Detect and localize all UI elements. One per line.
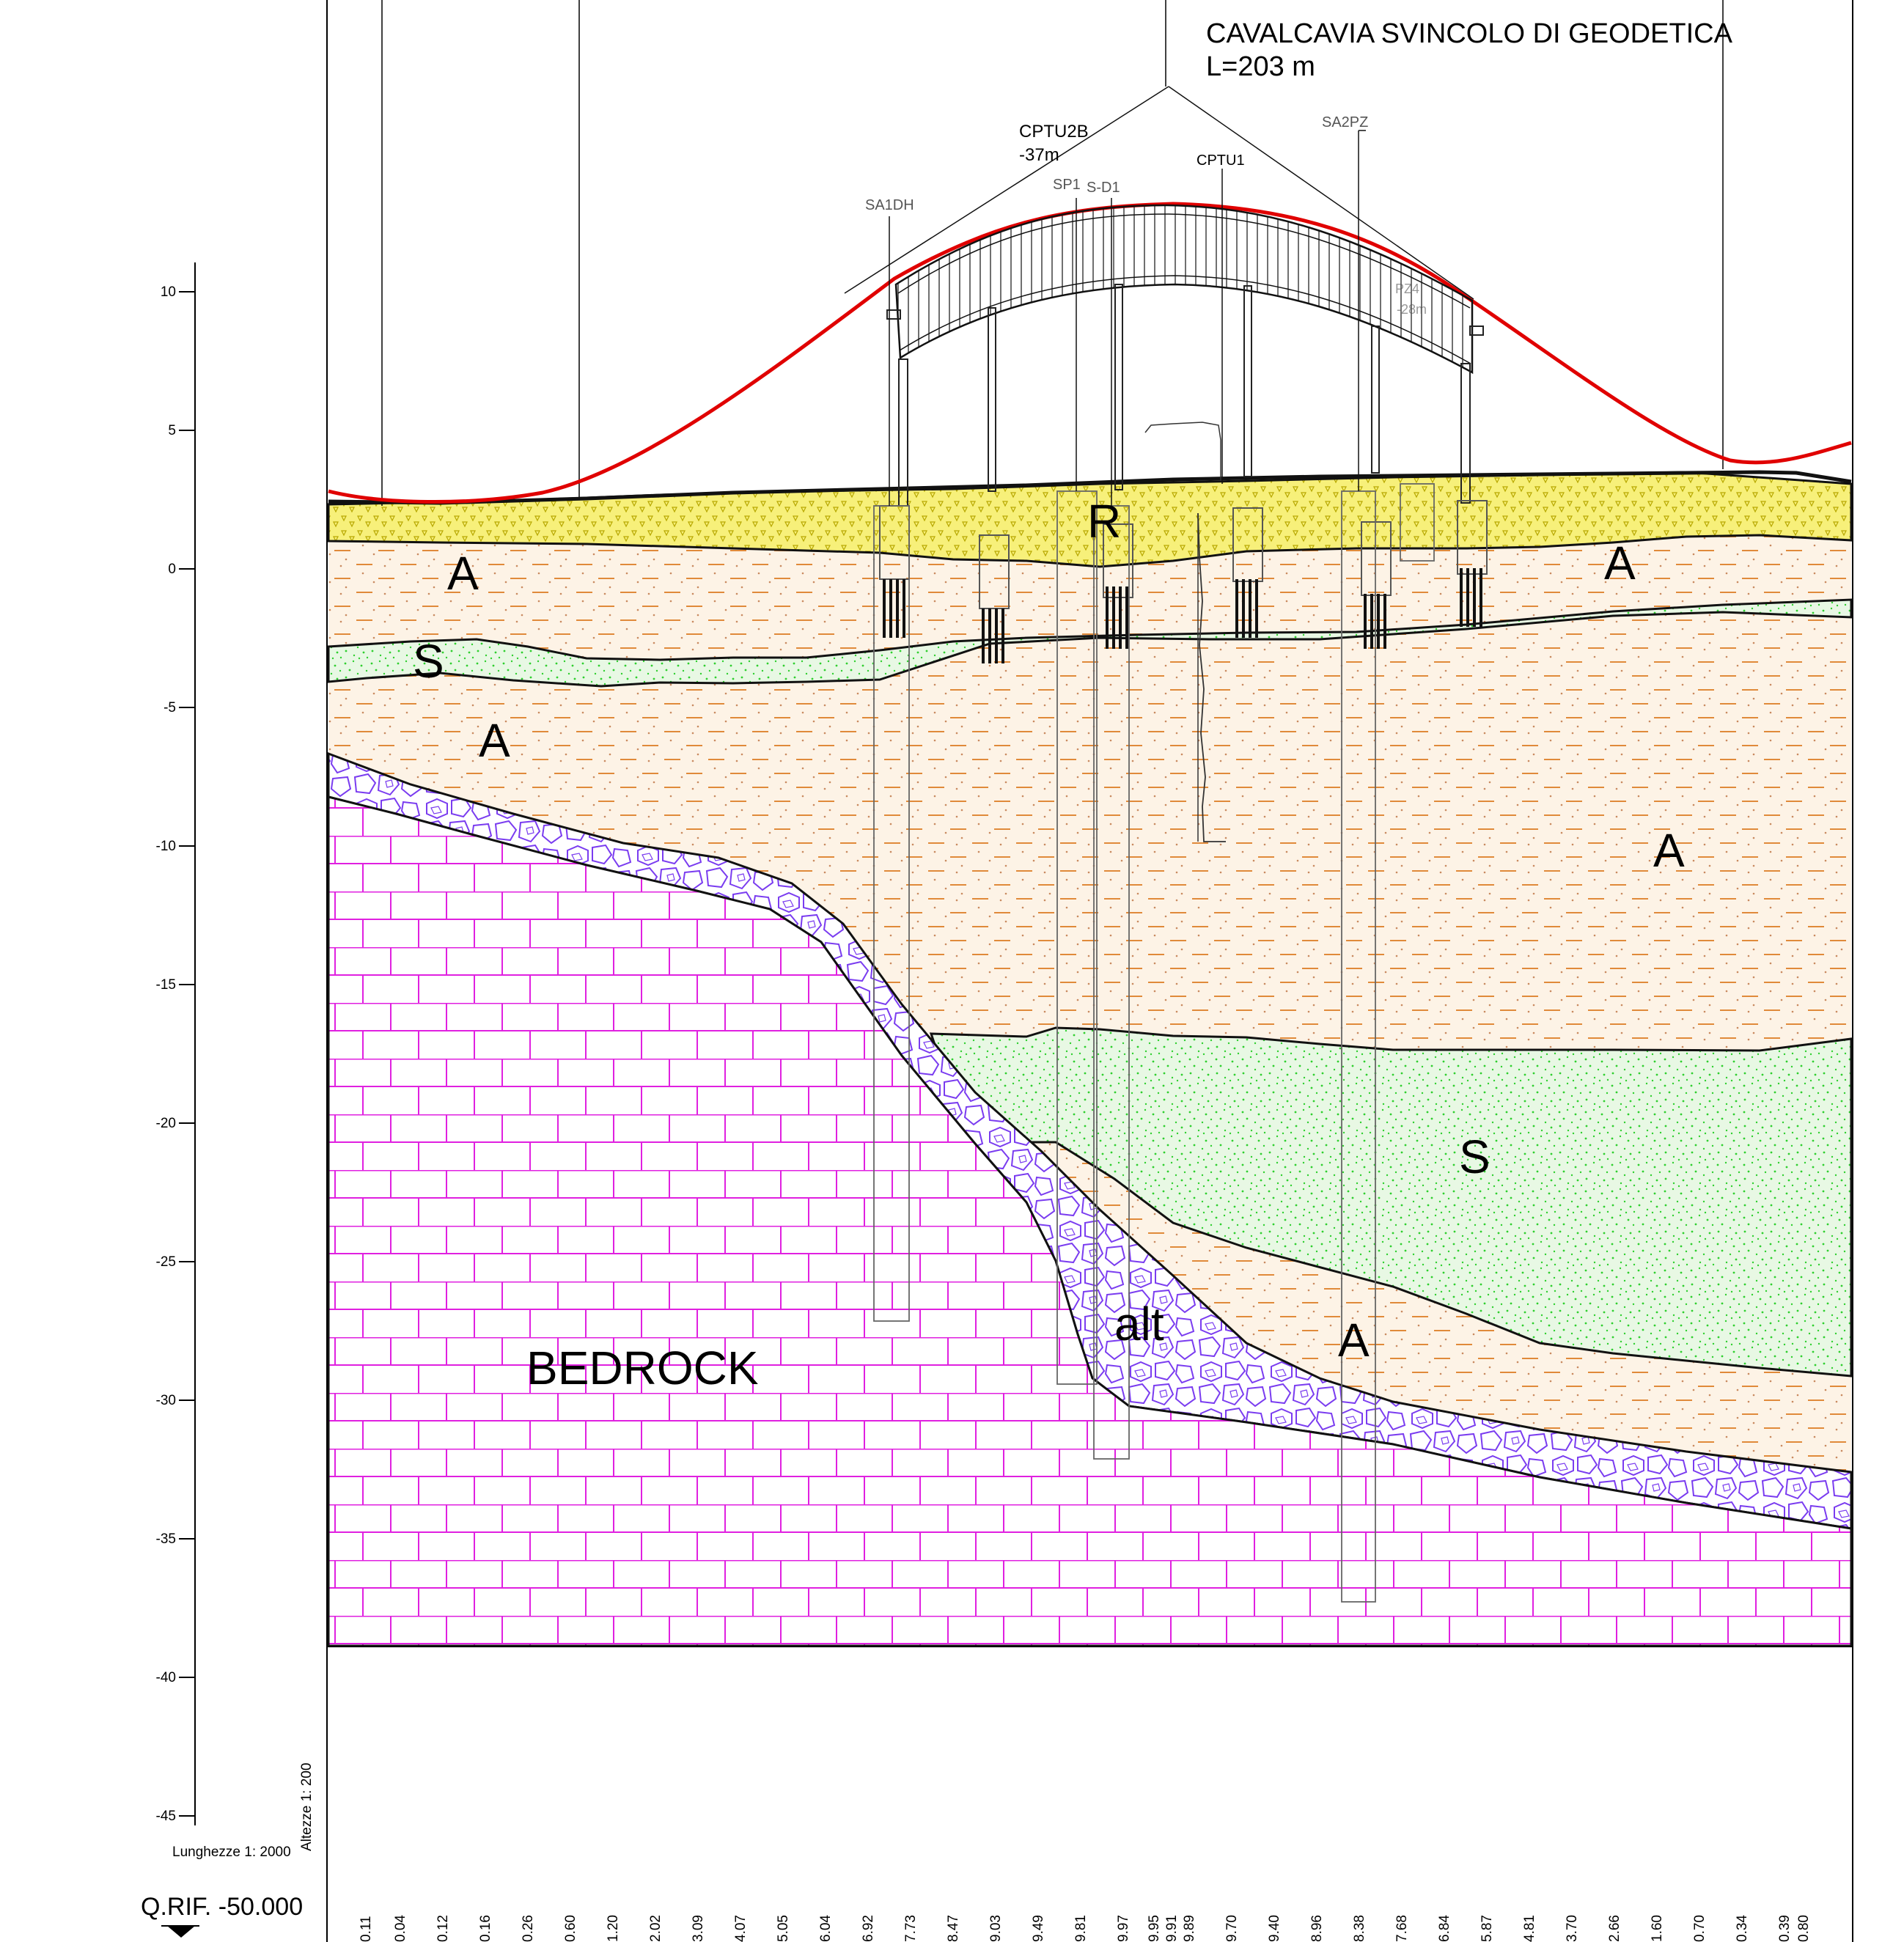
borehole-depth-pz4: -28m — [1397, 302, 1427, 317]
bottom-value: 9.91 — [1164, 1915, 1180, 1942]
drawing-length: L=203 m — [1206, 51, 1315, 82]
bottom-value: 0.26 — [521, 1915, 536, 1942]
stratum-label-a-top-left: A — [447, 547, 479, 600]
elevation-tick-label: -15 — [156, 977, 176, 993]
bottom-value: 6.04 — [818, 1915, 834, 1942]
lengths-scale-label: Lunghezze 1: 2000 — [172, 1844, 291, 1860]
bottom-value: 3.70 — [1565, 1915, 1580, 1942]
borehole-label-sp1: SP1 — [1053, 177, 1081, 193]
borehole-label-sd1: S-D1 — [1087, 180, 1120, 196]
bottom-value: 0.11 — [359, 1916, 374, 1942]
stratum-label-alt: alt — [1114, 1298, 1164, 1350]
bottom-value: 0.60 — [563, 1915, 578, 1942]
bottom-value: 5.87 — [1480, 1915, 1495, 1942]
bottom-value: 9.70 — [1224, 1915, 1240, 1942]
bottom-value: 4.07 — [733, 1915, 749, 1942]
bridge-piers — [886, 284, 1484, 507]
borehole-label-pz4: PZ4 — [1395, 282, 1419, 296]
stratum-label-a-right: A — [1653, 824, 1685, 877]
bedrock-layer — [327, 795, 1853, 1647]
elevation-tick-label: 5 — [168, 423, 176, 438]
sand-layer-deep — [929, 1026, 1853, 1378]
stratum-label-r: R — [1087, 495, 1121, 548]
bottom-value: 0.80 — [1796, 1915, 1812, 1942]
bottom-value: 0.34 — [1735, 1915, 1750, 1942]
bottom-value: 1.60 — [1650, 1915, 1665, 1942]
bottom-value: 9.95 — [1147, 1915, 1162, 1942]
bottom-value: 9.49 — [1031, 1915, 1046, 1942]
bottom-value: 2.02 — [648, 1915, 664, 1942]
bottom-value: 7.73 — [903, 1915, 919, 1942]
bottom-value: 0.16 — [478, 1915, 493, 1942]
stratum-label-a-top-right: A — [1604, 537, 1636, 589]
elevation-tick-label: -35 — [156, 1531, 176, 1547]
borehole-depth-cptu2b: -37m — [1019, 145, 1059, 165]
bottom-value: 6.92 — [861, 1915, 876, 1942]
elevation-tick-label: -5 — [163, 700, 176, 716]
sand-layer-upper — [327, 598, 1853, 688]
borehole-label-cptu2b: CPTU2B — [1019, 122, 1089, 141]
elevation-tick-label: -10 — [156, 839, 176, 854]
stratum-label-s-deep: S — [1459, 1130, 1491, 1183]
borehole-label-cptu1: CPTU1 — [1197, 152, 1245, 169]
elevation-tick-label: -20 — [156, 1116, 176, 1131]
heights-scale-label: Altezze 1: 200 — [299, 1763, 315, 1851]
stratum-label-a-bottom: A — [1338, 1314, 1370, 1367]
elevation-axis-ticks — [179, 291, 195, 1817]
stratum-label-a-mid: A — [479, 714, 510, 767]
borehole-label-sa1dh: SA1DH — [865, 197, 914, 213]
elevation-tick-label: -30 — [156, 1393, 176, 1408]
elevation-tick-label: 10 — [161, 284, 176, 300]
elevation-tick-label: -45 — [156, 1809, 176, 1824]
bottom-value: 1.20 — [606, 1915, 621, 1942]
bottom-value: 2.66 — [1607, 1915, 1622, 1942]
bottom-value: 0.39 — [1777, 1915, 1793, 1942]
bottom-value-row: 0.11 0.04 0.12 0.16 0.26 0.60 1.20 2.02 … — [359, 1915, 1812, 1942]
elevation-axis-labels: 10 5 0 -5 -10 -15 -20 -25 -30 -35 -40 -4… — [156, 284, 176, 1824]
stratum-label-s-top: S — [413, 635, 444, 688]
borehole-leaders — [844, 86, 1474, 506]
drawing-title: CAVALCAVIA SVINCOLO DI GEODETICA — [1206, 18, 1733, 49]
reference-level-marker — [167, 1926, 195, 1938]
bottom-value: 0.04 — [393, 1915, 408, 1942]
borehole-label-sa2pz: SA2PZ — [1322, 114, 1368, 130]
bottom-value: 9.40 — [1267, 1915, 1282, 1942]
bottom-value: 8.38 — [1352, 1915, 1367, 1942]
bottom-value: 6.84 — [1437, 1915, 1452, 1942]
ground-surface-line — [328, 470, 1852, 505]
bottom-value: 9.89 — [1182, 1915, 1197, 1942]
pile-groups — [883, 568, 1482, 663]
bottom-value: 9.03 — [988, 1915, 1004, 1942]
bottom-value: 5.05 — [776, 1915, 791, 1942]
bottom-value: 9.97 — [1116, 1915, 1131, 1942]
bottom-value: 8.96 — [1309, 1915, 1325, 1942]
elevation-tick-label: -25 — [156, 1254, 176, 1270]
reference-level-label: Q.RIF. -50.000 — [141, 1893, 303, 1921]
bottom-value: 7.68 — [1394, 1915, 1410, 1942]
stratum-label-bedrock: BEDROCK — [526, 1342, 759, 1394]
elevation-tick-label: 0 — [168, 562, 176, 577]
bottom-value: 9.81 — [1073, 1915, 1089, 1942]
bottom-value: 0.12 — [435, 1915, 451, 1942]
bottom-value: 0.70 — [1692, 1915, 1708, 1942]
bottom-value: 3.09 — [691, 1915, 706, 1942]
bottom-value: 8.47 — [946, 1915, 961, 1942]
bridge-deck — [894, 204, 1474, 375]
cptu-trace — [1197, 512, 1226, 842]
elevation-tick-label: -40 — [156, 1670, 176, 1685]
bottom-value: 4.81 — [1522, 1915, 1537, 1942]
